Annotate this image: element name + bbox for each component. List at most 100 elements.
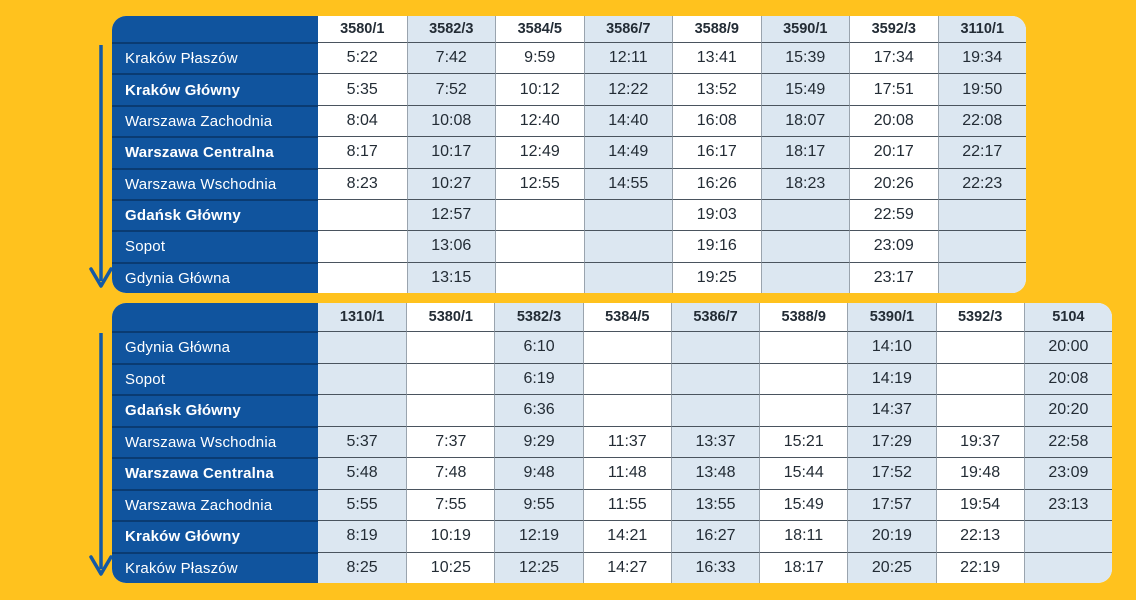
time-cell-empty bbox=[1023, 551, 1112, 583]
time-cell: 6:19 bbox=[494, 362, 583, 394]
time-cell: 14:10 bbox=[847, 331, 936, 363]
time-cell: 22:19 bbox=[935, 551, 1024, 583]
station-cell: Gdańsk Główny bbox=[112, 198, 318, 231]
time-cell: 19:34 bbox=[937, 42, 1026, 74]
time-cell: 8:25 bbox=[318, 551, 407, 583]
station-cell: Kraków Płaszów bbox=[112, 42, 318, 74]
station-cell: Gdańsk Główny bbox=[112, 394, 318, 426]
time-cell: 16:17 bbox=[672, 136, 761, 168]
time-cell: 5:35 bbox=[318, 73, 407, 105]
time-cell: 12:22 bbox=[583, 73, 672, 105]
time-cell: 14:19 bbox=[847, 362, 936, 394]
time-cell: 20:08 bbox=[849, 104, 938, 137]
time-cell: 11:55 bbox=[582, 488, 671, 520]
time-cell: 22:08 bbox=[937, 104, 1026, 137]
time-cell: 6:36 bbox=[494, 394, 583, 426]
time-cell: 13:48 bbox=[670, 457, 760, 489]
station-cell: Gdynia Główna bbox=[112, 331, 318, 363]
time-cell: 20:26 bbox=[849, 167, 938, 199]
time-cell: 17:57 bbox=[847, 488, 936, 520]
time-cell: 10:25 bbox=[406, 551, 495, 583]
time-cell: 7:52 bbox=[406, 73, 495, 105]
time-cell: 22:17 bbox=[937, 136, 1026, 168]
time-cell: 17:34 bbox=[849, 42, 938, 74]
time-cell-empty bbox=[582, 362, 671, 394]
time-cell: 5:55 bbox=[318, 488, 407, 520]
train-number-header: 5384/5 bbox=[582, 303, 671, 331]
station-cell: Gdynia Główna bbox=[112, 261, 318, 293]
train-number-header: 5382/3 bbox=[494, 303, 583, 331]
time-cell: 5:22 bbox=[318, 42, 407, 74]
time-cell: 20:08 bbox=[1023, 362, 1112, 394]
time-cell-empty bbox=[670, 394, 760, 426]
time-cell: 18:11 bbox=[759, 520, 848, 552]
time-cell-empty bbox=[318, 331, 407, 363]
time-cell-empty bbox=[582, 394, 671, 426]
time-cell: 12:25 bbox=[494, 551, 583, 583]
time-cell: 15:21 bbox=[759, 425, 848, 457]
time-cell: 11:48 bbox=[582, 457, 671, 489]
time-cell: 14:21 bbox=[582, 520, 671, 552]
time-cell-empty bbox=[937, 198, 1026, 231]
time-cell: 13:41 bbox=[672, 42, 761, 74]
time-cell: 17:52 bbox=[847, 457, 936, 489]
time-cell: 17:51 bbox=[849, 73, 938, 105]
time-cell: 13:52 bbox=[672, 73, 761, 105]
time-cell: 18:23 bbox=[760, 167, 849, 199]
time-cell: 12:19 bbox=[494, 520, 583, 552]
time-cell: 12:40 bbox=[495, 104, 584, 137]
time-cell: 23:17 bbox=[849, 261, 938, 293]
time-cell: 14:49 bbox=[583, 136, 672, 168]
train-number-header: 3584/5 bbox=[495, 16, 584, 42]
train-number-header: 5386/7 bbox=[670, 303, 760, 331]
time-cell: 7:48 bbox=[406, 457, 495, 489]
time-cell: 14:37 bbox=[847, 394, 936, 426]
train-number-header: 3588/9 bbox=[672, 16, 761, 42]
time-cell: 15:44 bbox=[759, 457, 848, 489]
train-number-header: 3582/3 bbox=[406, 16, 495, 42]
time-cell: 13:37 bbox=[670, 425, 760, 457]
timetable-gdynia-to-krakow: 1310/1 5380/1 5382/3 5384/5 5386/7 5388/9 5390… bbox=[112, 303, 1112, 583]
time-cell: 16:08 bbox=[672, 104, 761, 137]
time-cell: 18:07 bbox=[760, 104, 849, 137]
time-cell-empty bbox=[583, 230, 672, 262]
time-cell-empty bbox=[935, 331, 1024, 363]
time-cell: 5:37 bbox=[318, 425, 407, 457]
time-cell: 16:26 bbox=[672, 167, 761, 199]
time-cell: 19:16 bbox=[672, 230, 761, 262]
time-cell: 8:23 bbox=[318, 167, 407, 199]
time-cell: 18:17 bbox=[759, 551, 848, 583]
time-cell: 12:57 bbox=[406, 198, 495, 231]
time-cell-empty bbox=[759, 394, 848, 426]
time-cell: 23:13 bbox=[1023, 488, 1112, 520]
time-cell: 23:09 bbox=[1023, 457, 1112, 489]
station-cell: Warszawa Wschodnia bbox=[112, 425, 318, 457]
time-cell-empty bbox=[318, 261, 407, 293]
train-number-header: 3590/1 bbox=[760, 16, 849, 42]
time-cell: 20:19 bbox=[847, 520, 936, 552]
station-cell: Warszawa Zachodnia bbox=[112, 488, 318, 520]
time-cell: 9:55 bbox=[494, 488, 583, 520]
time-cell: 15:49 bbox=[759, 488, 848, 520]
time-cell: 23:09 bbox=[849, 230, 938, 262]
time-cell: 11:37 bbox=[582, 425, 671, 457]
time-cell: 14:40 bbox=[583, 104, 672, 137]
time-cell: 14:27 bbox=[582, 551, 671, 583]
time-cell-empty bbox=[670, 331, 760, 363]
time-cell-empty bbox=[935, 362, 1024, 394]
time-cell-empty bbox=[937, 261, 1026, 293]
time-cell: 13:15 bbox=[406, 261, 495, 293]
time-cell: 12:11 bbox=[583, 42, 672, 74]
station-cell: Warszawa Centralna bbox=[112, 457, 318, 489]
time-cell: 13:55 bbox=[670, 488, 760, 520]
time-cell-empty bbox=[318, 198, 407, 231]
time-cell: 10:12 bbox=[495, 73, 584, 105]
time-cell: 6:10 bbox=[494, 331, 583, 363]
train-number-header: 5388/9 bbox=[759, 303, 848, 331]
time-cell-empty bbox=[495, 230, 584, 262]
station-cell: Kraków Główny bbox=[112, 520, 318, 552]
time-cell: 22:58 bbox=[1023, 425, 1112, 457]
time-cell-empty bbox=[582, 331, 671, 363]
time-cell: 10:19 bbox=[406, 520, 495, 552]
time-cell: 5:48 bbox=[318, 457, 407, 489]
